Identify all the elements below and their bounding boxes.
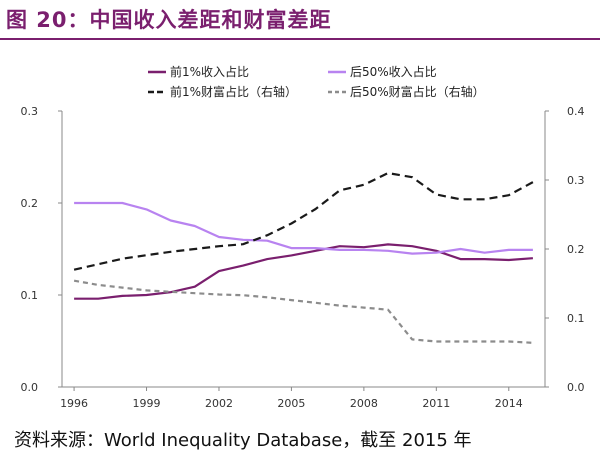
y-tick-label-right: 0.0 [567, 381, 585, 394]
series-line-3 [73, 172, 534, 271]
y-tick-label-right: 0.4 [567, 105, 585, 118]
series-line-4 [73, 279, 533, 344]
legend-label-2: 后50%收入占比 [350, 64, 437, 79]
legend-label-4: 后50%财富占比（右轴） [350, 84, 485, 99]
x-tick-label: 1999 [133, 397, 161, 410]
source-note: 资料来源：World Inequality Database，截至 2015 年 [14, 430, 472, 451]
y-tick-label-right: 0.3 [567, 174, 585, 187]
axes: 0.0 0.1 0.2 0.3 0.0 0.1 0.2 0.3 0.4 1996 1999 2002 2… [21, 105, 585, 410]
x-tick-label: 2008 [350, 397, 378, 410]
x-tick-label: 2005 [277, 397, 305, 410]
y-tick-label-left: 0.3 [21, 105, 39, 118]
x-tick-label: 1996 [60, 397, 88, 410]
y-tick-label-left: 0.1 [21, 289, 39, 302]
figure-title: 图 20：中国收入差距和财富差距 [6, 8, 332, 32]
series-line-2 [74, 201, 533, 255]
x-tick-label: 2011 [422, 397, 450, 410]
title-rule [0, 38, 600, 40]
y-tick-label-right: 0.1 [567, 312, 585, 325]
y-tick-label-right: 0.2 [567, 243, 585, 256]
series-line-1 [74, 243, 533, 300]
legend-label-3: 前1%财富占比（右轴） [170, 84, 297, 99]
y-tick-label-left: 0.0 [21, 381, 39, 394]
y-tick-label-left: 0.2 [21, 197, 39, 210]
series-lines [73, 172, 534, 344]
legend-label-1: 前1%收入占比 [170, 64, 249, 79]
x-tick-label: 2002 [205, 397, 233, 410]
x-tick-label: 2014 [495, 397, 523, 410]
